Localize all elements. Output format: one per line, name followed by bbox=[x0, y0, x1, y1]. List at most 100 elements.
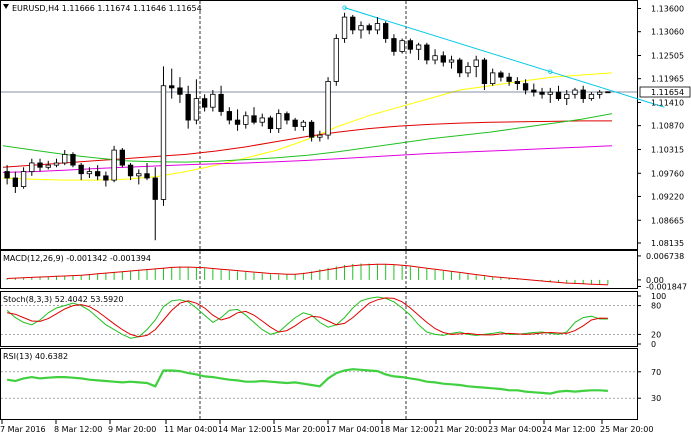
candle-body-bear bbox=[308, 121, 315, 138]
price-tick-label: 1.12505 bbox=[651, 51, 684, 60]
moving-average-line bbox=[2, 120, 612, 168]
candle-body-bear bbox=[498, 72, 504, 78]
candle-body-bear bbox=[350, 16, 356, 31]
candle-body-bear bbox=[506, 76, 512, 82]
time-tick-label: 17 Mar 04:00 bbox=[326, 425, 379, 434]
candle-body-bull bbox=[136, 173, 142, 177]
candle-body-bear bbox=[119, 149, 125, 166]
candle-body-bear bbox=[292, 119, 298, 127]
macd-panel-title: MACD(12,26,9) -0.001342 -0.001394 bbox=[3, 254, 151, 263]
candle-body-bull bbox=[473, 59, 479, 67]
current-price-label-box bbox=[639, 86, 691, 98]
time-tick-label: 7 Mar 2016 bbox=[0, 425, 46, 434]
time-tick-label: 25 Mar 20:00 bbox=[600, 425, 653, 434]
candle-body-bear bbox=[457, 59, 463, 74]
price-tick-label: 1.11410 bbox=[651, 98, 684, 107]
candle-body-bear bbox=[234, 119, 241, 125]
candle-body-bull bbox=[465, 66, 471, 74]
candle-body-bull bbox=[160, 85, 167, 200]
candle-body-bull bbox=[243, 115, 249, 125]
candle-body-bear bbox=[144, 173, 150, 179]
price-panel-frame bbox=[0, 0, 638, 250]
moving-average-line bbox=[2, 113, 613, 163]
candle-body-bull bbox=[333, 38, 339, 82]
stoch-tick-label: 0 bbox=[651, 340, 656, 349]
candle-body-bear bbox=[366, 25, 372, 31]
candle-body-bull bbox=[358, 25, 364, 31]
candle-body-bear bbox=[12, 177, 19, 187]
stoch-panel-title: Stoch(8,3,3) 52.4042 53.5920 bbox=[3, 295, 123, 304]
candle-body-bear bbox=[531, 89, 537, 93]
macd-signal-line bbox=[7, 263, 608, 286]
candle-body-bear bbox=[539, 91, 545, 95]
candle-body-bear bbox=[37, 162, 43, 168]
price-tick-label: 1.13060 bbox=[651, 28, 684, 37]
candle-body-bear bbox=[177, 87, 183, 95]
candle-body-bear bbox=[201, 98, 208, 108]
trendline bbox=[344, 7, 665, 108]
candle-body-bear bbox=[169, 85, 175, 89]
trendline-anchor bbox=[342, 5, 347, 10]
price-tick-label: 1.10315 bbox=[651, 145, 684, 154]
rsi-panel-frame bbox=[0, 348, 638, 420]
time-tick-label: 11 Mar 04:00 bbox=[164, 425, 217, 434]
stoch-signal-line bbox=[7, 297, 608, 338]
time-tick-label: 21 Mar 20:00 bbox=[434, 425, 487, 434]
candle-body-bull bbox=[111, 149, 117, 181]
macd-tick-label: -0.001847 bbox=[646, 282, 687, 291]
time-tick-label: 14 Mar 12:00 bbox=[218, 425, 271, 434]
candle-body-bear bbox=[580, 89, 586, 100]
candle-body-bear bbox=[522, 83, 529, 91]
candle-body-bull bbox=[300, 121, 307, 127]
stoch-tick-label: 20 bbox=[651, 330, 661, 339]
candle-body-bull bbox=[547, 91, 553, 95]
candle-body-bull bbox=[572, 89, 578, 95]
time-tick-label: 9 Mar 20:00 bbox=[108, 425, 156, 434]
candle-body-bull bbox=[62, 153, 68, 164]
candle-body-bear bbox=[555, 91, 562, 100]
rsi-tick-label: 70 bbox=[651, 368, 661, 377]
candle-body-bear bbox=[4, 171, 10, 179]
candle-body-bull bbox=[193, 98, 200, 121]
price-tick-label: 1.08665 bbox=[651, 216, 684, 225]
stoch-plot bbox=[1, 296, 637, 339]
candle-body-bull bbox=[86, 171, 93, 175]
candle-body-bull bbox=[325, 81, 331, 136]
moving-average-line bbox=[2, 145, 613, 173]
time-tick-label: 8 Mar 12:00 bbox=[54, 425, 102, 434]
stoch-panel-frame bbox=[0, 291, 638, 347]
vertical-gridlines bbox=[199, 1, 407, 420]
time-tick-label: 15 Mar 20:00 bbox=[272, 425, 325, 434]
candle-body-bull bbox=[276, 113, 282, 130]
macd-tick-label: 0.00 bbox=[646, 276, 664, 285]
candle-body-bull bbox=[45, 164, 51, 168]
candle-body-bear bbox=[218, 93, 224, 112]
candle-body-bear bbox=[407, 40, 414, 50]
macd-tick-label: 0.006738 bbox=[646, 252, 684, 261]
macd-panel-frame bbox=[0, 250, 638, 289]
candle-body-bear bbox=[78, 164, 84, 175]
candle-body-bull bbox=[29, 162, 35, 172]
candle-body-bear bbox=[267, 117, 274, 130]
candle-body-bull bbox=[588, 93, 595, 100]
price-tick-label: 1.09760 bbox=[651, 169, 684, 178]
time-tick-label: 18 Mar 12:00 bbox=[380, 425, 433, 434]
candle-body-bull bbox=[564, 93, 570, 100]
candle-body-bear bbox=[152, 177, 158, 200]
rsi-plot bbox=[1, 368, 637, 399]
candle-body-bull bbox=[399, 40, 405, 52]
candle-body-bear bbox=[251, 115, 257, 123]
time-tick-label: 24 Mar 12:00 bbox=[542, 425, 595, 434]
candle-body-bull bbox=[341, 16, 348, 39]
candle-body-bull bbox=[596, 91, 603, 95]
price-panel-title: EURUSD,H4 1.11666 1.11674 1.11646 1.1165… bbox=[12, 4, 202, 13]
candle-body-bull bbox=[490, 72, 496, 84]
dropdown-triangle-icon[interactable] bbox=[3, 4, 9, 9]
candle-body-bear bbox=[226, 111, 232, 121]
candle-body-bear bbox=[605, 91, 611, 94]
current-price-label: 1.11654 bbox=[651, 88, 684, 97]
candle-body-bull bbox=[432, 55, 438, 61]
candle-body-bull bbox=[415, 44, 422, 50]
